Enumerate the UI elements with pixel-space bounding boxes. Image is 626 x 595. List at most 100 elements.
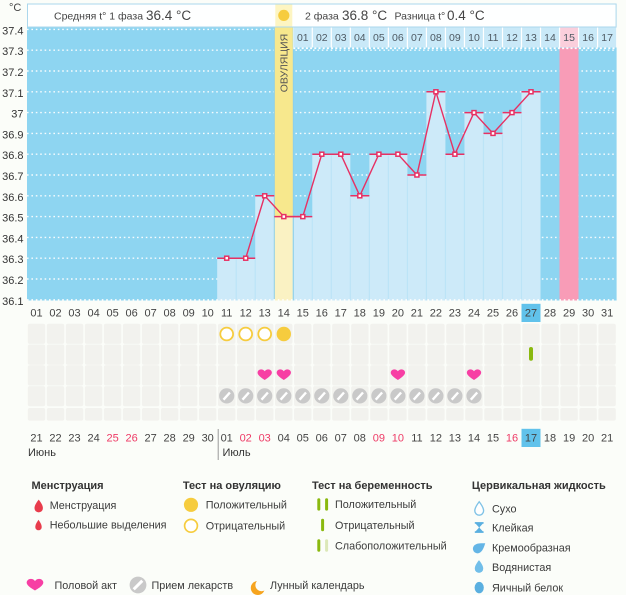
svg-text:23: 23 bbox=[449, 308, 461, 320]
svg-text:30: 30 bbox=[582, 308, 594, 320]
svg-text:05: 05 bbox=[106, 308, 118, 320]
svg-text:10: 10 bbox=[468, 32, 480, 44]
svg-text:°C: °C bbox=[9, 2, 21, 14]
svg-text:31: 31 bbox=[601, 308, 613, 320]
svg-text:36.9: 36.9 bbox=[2, 129, 23, 141]
svg-text:26: 26 bbox=[506, 308, 518, 320]
svg-text:14: 14 bbox=[544, 32, 556, 44]
svg-text:12: 12 bbox=[506, 32, 518, 44]
svg-text:ОВУЛЯЦИЯ: ОВУЛЯЦИЯ bbox=[279, 34, 291, 93]
svg-text:04: 04 bbox=[354, 32, 366, 44]
svg-text:Разница t°: Разница t° bbox=[395, 10, 446, 22]
svg-text:09: 09 bbox=[449, 32, 461, 44]
svg-text:26: 26 bbox=[125, 433, 137, 445]
svg-text:01: 01 bbox=[297, 32, 309, 44]
svg-text:Небольшие выделения: Небольшие выделения bbox=[50, 519, 167, 531]
svg-text:Половой акт: Половой акт bbox=[55, 580, 117, 592]
svg-text:02: 02 bbox=[316, 32, 328, 44]
svg-text:Положительный: Положительный bbox=[206, 500, 287, 512]
svg-text:28: 28 bbox=[163, 433, 175, 445]
svg-text:07: 07 bbox=[144, 308, 156, 320]
svg-text:04: 04 bbox=[278, 433, 290, 445]
svg-text:Лунный календарь: Лунный календарь bbox=[270, 580, 365, 592]
svg-text:24: 24 bbox=[87, 433, 99, 445]
svg-text:11: 11 bbox=[488, 32, 499, 44]
svg-text:20: 20 bbox=[582, 433, 594, 445]
svg-text:36.6: 36.6 bbox=[2, 192, 23, 204]
svg-text:Отрицательный: Отрицательный bbox=[335, 520, 414, 532]
svg-text:18: 18 bbox=[354, 308, 366, 320]
svg-text:22: 22 bbox=[430, 308, 442, 320]
svg-text:36.8: 36.8 bbox=[2, 150, 23, 162]
svg-text:37.3: 37.3 bbox=[2, 46, 23, 58]
svg-text:36.8 °C: 36.8 °C bbox=[342, 8, 387, 23]
svg-text:13: 13 bbox=[449, 433, 461, 445]
svg-text:20: 20 bbox=[392, 308, 404, 320]
svg-text:30: 30 bbox=[202, 433, 214, 445]
svg-text:18: 18 bbox=[544, 433, 556, 445]
svg-text:10: 10 bbox=[392, 433, 404, 445]
svg-text:36.4: 36.4 bbox=[2, 233, 23, 245]
svg-text:16: 16 bbox=[506, 433, 518, 445]
svg-text:10: 10 bbox=[202, 308, 214, 320]
svg-text:27: 27 bbox=[144, 433, 156, 445]
svg-text:37.1: 37.1 bbox=[2, 88, 23, 100]
svg-text:08: 08 bbox=[430, 32, 442, 44]
svg-text:29: 29 bbox=[563, 308, 575, 320]
svg-text:01: 01 bbox=[221, 433, 233, 445]
svg-text:02: 02 bbox=[240, 433, 252, 445]
svg-text:21: 21 bbox=[411, 308, 423, 320]
svg-text:16: 16 bbox=[582, 32, 594, 44]
svg-text:15: 15 bbox=[297, 308, 309, 320]
svg-text:02: 02 bbox=[49, 308, 61, 320]
svg-text:Тест на овуляцию: Тест на овуляцию bbox=[183, 480, 281, 492]
svg-text:Менструация: Менструация bbox=[50, 500, 117, 512]
svg-text:Цервикальная жидкость: Цервикальная жидкость bbox=[472, 480, 606, 492]
svg-text:17: 17 bbox=[601, 32, 613, 44]
svg-text:Яичный белок: Яичный белок bbox=[492, 582, 563, 594]
svg-text:25: 25 bbox=[487, 308, 499, 320]
svg-text:03: 03 bbox=[335, 32, 347, 44]
svg-text:21: 21 bbox=[601, 433, 613, 445]
svg-text:09: 09 bbox=[373, 433, 385, 445]
svg-text:16: 16 bbox=[316, 308, 328, 320]
svg-text:37: 37 bbox=[11, 109, 23, 121]
svg-text:Прием лекарств: Прием лекарств bbox=[152, 580, 234, 592]
svg-text:37.4: 37.4 bbox=[2, 25, 23, 37]
svg-text:23: 23 bbox=[68, 433, 80, 445]
svg-text:36.2: 36.2 bbox=[2, 275, 23, 287]
svg-text:08: 08 bbox=[163, 308, 175, 320]
svg-text:0.4 °C: 0.4 °C bbox=[447, 8, 485, 23]
svg-text:36.5: 36.5 bbox=[2, 213, 23, 225]
svg-text:21: 21 bbox=[30, 433, 42, 445]
svg-text:11: 11 bbox=[411, 433, 422, 445]
svg-text:36.1: 36.1 bbox=[2, 296, 23, 308]
svg-text:15: 15 bbox=[487, 433, 499, 445]
svg-text:17: 17 bbox=[335, 308, 347, 320]
svg-text:05: 05 bbox=[297, 433, 309, 445]
svg-text:19: 19 bbox=[563, 433, 575, 445]
svg-text:13: 13 bbox=[259, 308, 271, 320]
svg-text:Слабоположительный: Слабоположительный bbox=[335, 540, 447, 552]
svg-text:2 фаза: 2 фаза bbox=[305, 10, 339, 22]
svg-text:Июнь: Июнь bbox=[28, 447, 56, 459]
svg-text:24: 24 bbox=[468, 308, 480, 320]
svg-text:Тест на беременность: Тест на беременность bbox=[312, 480, 433, 492]
svg-text:36.7: 36.7 bbox=[2, 171, 23, 183]
svg-text:19: 19 bbox=[373, 308, 385, 320]
svg-text:14: 14 bbox=[468, 433, 480, 445]
svg-text:11: 11 bbox=[221, 308, 232, 320]
svg-text:37.2: 37.2 bbox=[2, 67, 23, 79]
svg-text:12: 12 bbox=[430, 433, 442, 445]
svg-text:03: 03 bbox=[68, 308, 80, 320]
svg-text:27: 27 bbox=[525, 308, 537, 320]
svg-text:17: 17 bbox=[525, 433, 537, 445]
svg-text:14: 14 bbox=[278, 308, 290, 320]
svg-text:06: 06 bbox=[125, 308, 137, 320]
svg-text:Средняя t° 1 фаза: Средняя t° 1 фаза bbox=[54, 10, 143, 22]
svg-text:36.3: 36.3 bbox=[2, 254, 23, 266]
svg-text:Отрицательный: Отрицательный bbox=[206, 521, 285, 533]
svg-text:04: 04 bbox=[87, 308, 99, 320]
svg-text:05: 05 bbox=[373, 32, 385, 44]
svg-text:03: 03 bbox=[259, 433, 271, 445]
